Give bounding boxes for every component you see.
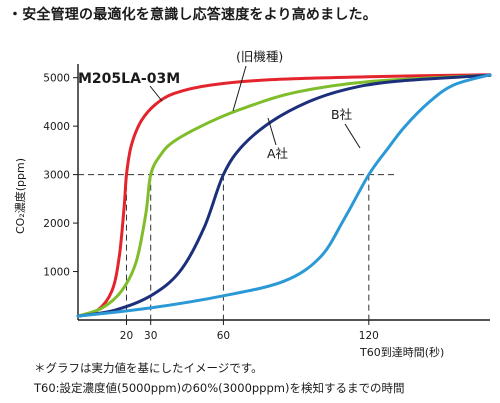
annotation-leader-3 [344, 123, 361, 149]
annotation-label-0: M205LA-03M [78, 71, 180, 87]
headline: ・安全管理の最適化を意識し応答速度をより高めました。 [8, 7, 377, 23]
annotation-leader-0 [149, 85, 163, 102]
x-tick-label-60: 60 [217, 330, 230, 342]
series-line-0 [76, 73, 492, 318]
y-tick-label-1000: 1000 [43, 267, 70, 279]
series-line-3 [76, 73, 492, 318]
y-tick-label-5000: 5000 [43, 73, 70, 85]
y-tick-label-3000: 3000 [43, 170, 70, 182]
x-tick-label-20: 20 [120, 330, 133, 342]
annotation-leader-2 [267, 117, 277, 146]
y-tick-label-2000: 2000 [43, 218, 70, 230]
series-line-2 [76, 73, 492, 318]
annotation-label-3: B社 [331, 107, 352, 122]
series-line-1 [76, 73, 492, 318]
series-lines [76, 73, 492, 318]
annotations: M205LA-03M (旧機種) A社 B社 [78, 49, 361, 161]
y-axis-label: CO₂濃度(ppm) [13, 158, 27, 234]
note-image-disclaimer: ＊グラフは実力値を基にしたイメージです。 [34, 361, 263, 375]
annotation-label-1: (旧機種) [236, 49, 283, 64]
y-tick-label-4000: 4000 [43, 121, 70, 133]
x-axis-label: T60到達時間(秒) [359, 345, 444, 359]
x-tick-label-120: 120 [359, 330, 379, 342]
annotation-leader-1 [232, 65, 247, 112]
note-t60-definition: T60:設定濃度値(5000ppm)の60%(3000pppm)を検知するまでの… [34, 381, 405, 395]
axis-ticks: 1000 2000 3000 4000 5000 20 30 60 120 [43, 73, 379, 342]
axes [77, 64, 490, 321]
annotation-label-2: A社 [267, 146, 288, 161]
x-tick-label-30: 30 [144, 330, 157, 342]
